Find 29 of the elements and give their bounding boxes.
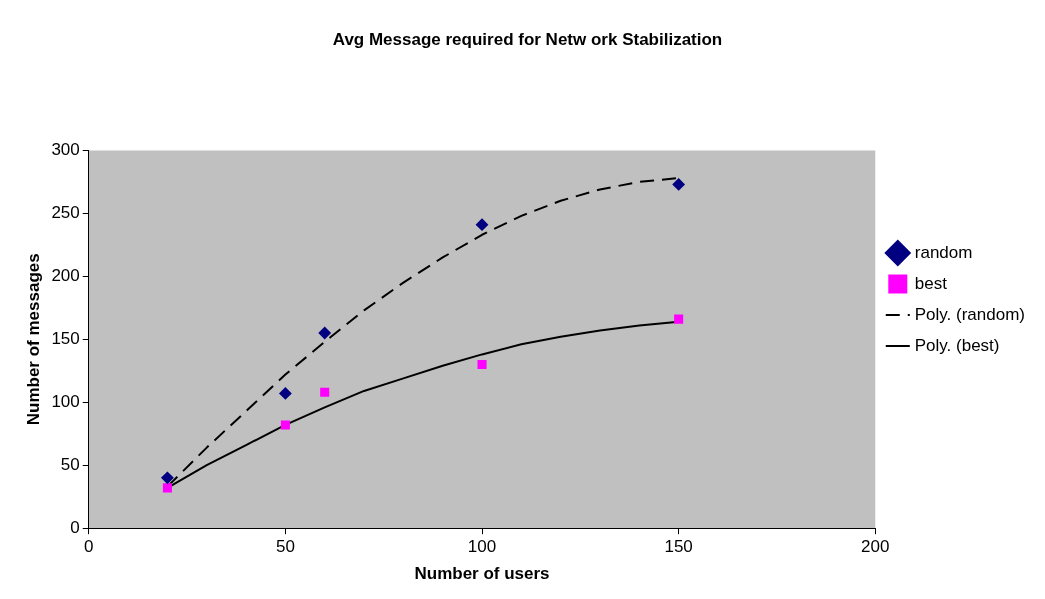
point — [162, 483, 172, 493]
point — [477, 359, 487, 370]
x-tick-label: 50 — [275, 537, 295, 557]
x-tick-label: 200 — [861, 537, 890, 557]
point — [279, 387, 292, 400]
y-tick-label: 50 — [60, 454, 80, 474]
y-tick-label: 300 — [51, 140, 80, 160]
point — [320, 387, 330, 397]
x-tick-label: 100 — [467, 537, 497, 557]
y-tick-label: 0 — [70, 517, 80, 537]
point — [318, 327, 331, 339]
y-tick-label: 150 — [51, 328, 80, 348]
point — [476, 218, 489, 231]
chart-title: Avg Message required for Netw ork Stabilization — [332, 29, 723, 49]
x-axis-title: Number of users — [414, 564, 550, 584]
y-axis-title: Number of messages — [23, 253, 43, 426]
point — [280, 420, 290, 430]
legend-label: random — [914, 242, 973, 262]
x-tick-label: 0 — [84, 537, 94, 557]
x-tick-label: 150 — [664, 537, 693, 557]
point — [674, 314, 684, 324]
legend-label: best — [914, 273, 948, 293]
legend-label: Poly. (random) — [914, 304, 1025, 324]
y-tick-label: 200 — [51, 266, 80, 286]
y-tick-label: 100 — [51, 391, 80, 411]
y-tick-label: 250 — [51, 203, 80, 223]
legend-label: Poly. (best) — [914, 335, 1000, 355]
point — [672, 178, 685, 191]
point — [161, 471, 174, 484]
